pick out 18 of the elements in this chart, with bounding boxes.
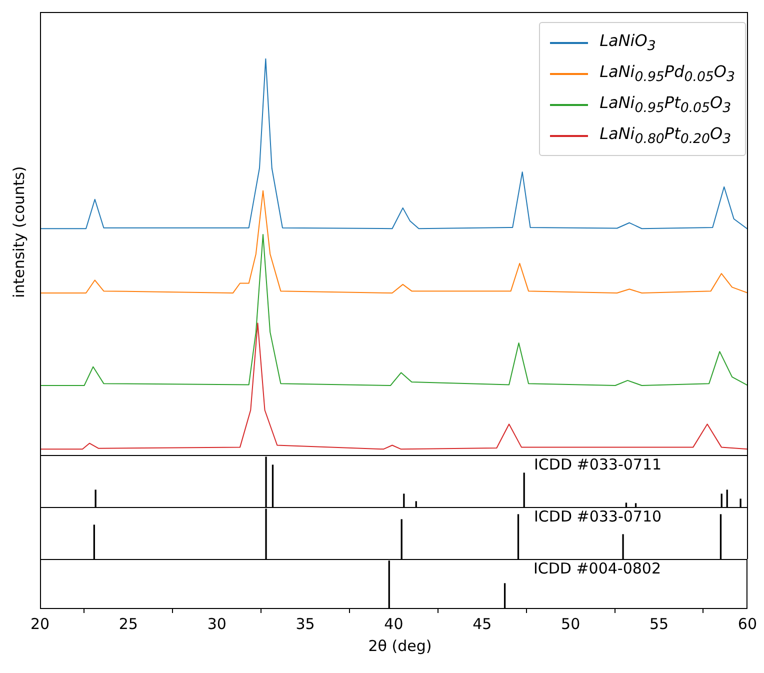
legend-label: LaNiO$_{3}$ bbox=[600, 30, 656, 54]
legend-label: LaNi$_{0.95}$Pt$_{0.05}$O$_{3}$ bbox=[600, 92, 732, 116]
y-axis-title: intensity (counts) bbox=[10, 166, 28, 298]
x-tick-label: 40 bbox=[384, 614, 404, 633]
x-tick-label: 20 bbox=[30, 614, 50, 633]
legend-label: LaNi$_{0.80}$Pt$_{0.20}$O$_{3}$ bbox=[600, 124, 732, 148]
x-tick-label: 60 bbox=[738, 614, 758, 633]
x-tick-label: 55 bbox=[649, 614, 669, 633]
x-tick-label: 50 bbox=[561, 614, 580, 633]
x-tick-label: 30 bbox=[207, 614, 226, 633]
x-tick-label: 35 bbox=[296, 614, 315, 633]
annotation: ICDD #004-0802 bbox=[533, 559, 662, 578]
annotation: ICDD #033-0710 bbox=[534, 507, 662, 526]
x-tick-label: 45 bbox=[472, 614, 492, 633]
annotation: ICDD #033-0711 bbox=[534, 455, 662, 474]
x-tick-label: 25 bbox=[118, 614, 138, 633]
x-axis-title: 2θ (deg) bbox=[367, 637, 433, 655]
legend-label: LaNi$_{0.95}$Pd$_{0.05}$O$_{3}$ bbox=[600, 62, 735, 86]
